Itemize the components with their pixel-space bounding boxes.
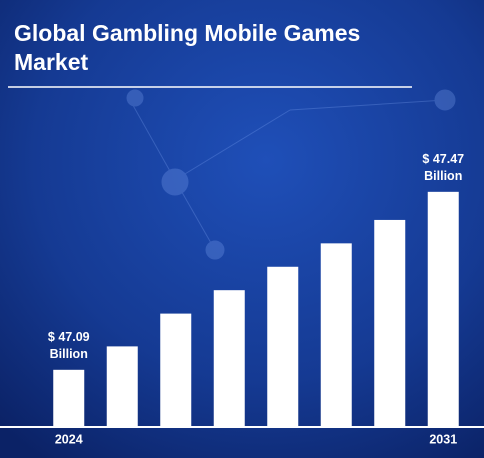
bar — [320, 243, 352, 426]
bar — [106, 346, 138, 426]
x-tick-label: 2031 — [429, 432, 457, 446]
bar — [213, 290, 245, 426]
bar — [374, 219, 406, 426]
value-label: $ 47.47 Billion — [422, 152, 464, 183]
bar — [267, 266, 299, 426]
network-decoration — [126, 89, 456, 260]
bar — [427, 191, 459, 426]
bar — [160, 313, 192, 426]
chart-title: Global Gambling Mobile Games Market — [14, 20, 360, 75]
value-label: $ 47.09 Billion — [48, 330, 90, 361]
x-tick-label: 2024 — [55, 432, 83, 446]
bar — [53, 369, 85, 426]
